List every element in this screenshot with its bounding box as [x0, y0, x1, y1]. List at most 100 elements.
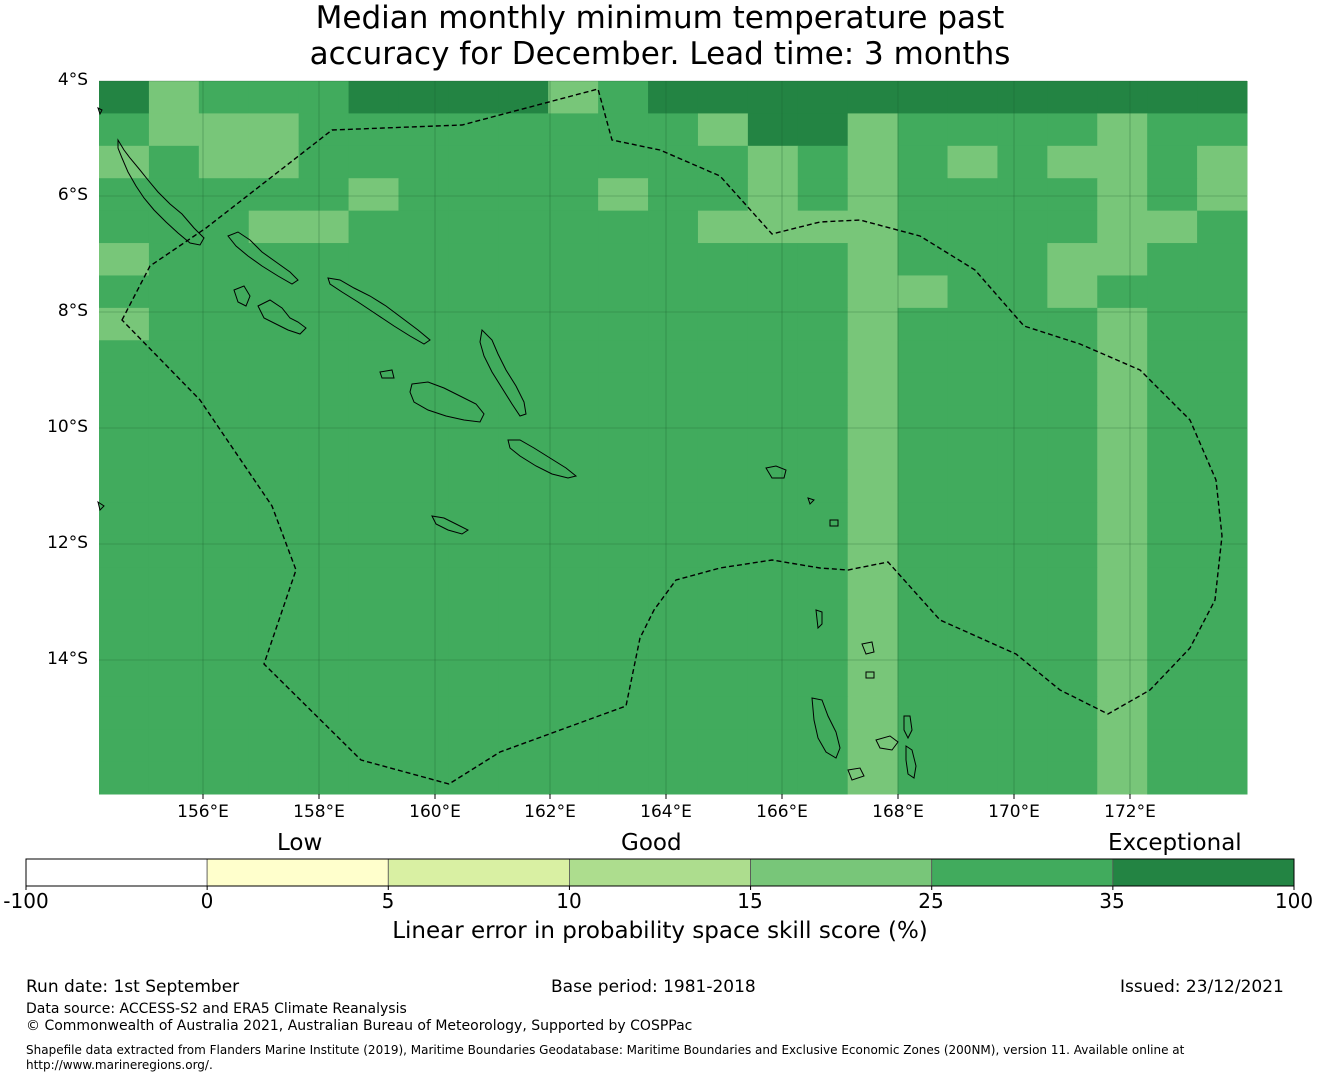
grid-cell: [498, 437, 549, 471]
grid-cell: [648, 340, 699, 374]
grid-cell: [348, 631, 399, 665]
grid-cell: [648, 307, 699, 341]
grid-cell: [1197, 761, 1248, 795]
grid-cell: [947, 210, 998, 244]
grid-cell: [99, 178, 150, 212]
grid-cell: [1097, 696, 1148, 730]
grid-cell: [1047, 340, 1098, 374]
grid-cell: [847, 275, 899, 309]
coastline-santa-isabel: [327, 277, 431, 345]
grid-cell: [747, 81, 799, 114]
grid-cell: [99, 599, 150, 633]
grid-cell: [398, 664, 449, 698]
lon-label: 162°E: [524, 802, 576, 822]
grid-cell: [99, 405, 150, 438]
colorbar: [25, 858, 1295, 890]
grid-cell: [548, 599, 599, 633]
grid-cell: [1197, 534, 1248, 568]
grid-cell: [99, 534, 150, 568]
grid-cell: [697, 599, 749, 633]
grid-cell: [1197, 243, 1248, 276]
grid-cell: [598, 340, 649, 374]
grid-cell: [797, 243, 849, 276]
grid-cell: [1197, 437, 1248, 471]
grid-cell: [847, 729, 899, 763]
grid-cell: [548, 631, 599, 665]
grid-cell: [947, 761, 998, 795]
grid-cell: [1147, 599, 1198, 633]
grid-cell: [248, 210, 300, 244]
grid-cell: [897, 534, 949, 568]
grid-cell: [1047, 178, 1098, 212]
map-gridlines: [99, 80, 1247, 799]
grid-cell: [997, 469, 1048, 503]
grid-cell: [448, 437, 499, 471]
grid-cell: [897, 340, 949, 374]
coastline-new-georgia: [257, 299, 307, 335]
grid-cell: [947, 729, 998, 763]
grid-cell: [498, 696, 549, 730]
grid-cell: [1047, 599, 1098, 633]
shapefile-credit-line-1: Shapefile data extracted from Flanders M…: [26, 1043, 1185, 1057]
grid-cell: [1197, 469, 1248, 503]
title-line-2: accuracy for December. Lead time: 3 mont…: [309, 36, 1011, 72]
grid-cell: [198, 405, 250, 438]
grid-cell: [248, 729, 300, 763]
grid-cell: [298, 307, 350, 341]
grid-cell: [997, 567, 1048, 601]
grid-cell: [1097, 599, 1148, 633]
grid-cell: [997, 502, 1048, 536]
grid-cell: [99, 210, 150, 244]
grid-cell: [747, 178, 799, 212]
grid-cell: [298, 340, 350, 374]
grid-cell: [1147, 81, 1198, 114]
colorbar-segment: [750, 858, 933, 887]
grid-cell: [747, 502, 799, 536]
colorbar-label: Linear error in probability space skill …: [392, 918, 928, 944]
grid-cell: [198, 243, 250, 276]
grid-cell: [498, 631, 549, 665]
grid-cell: [99, 275, 150, 309]
grid-cell: [548, 534, 599, 568]
grid-cell: [1147, 178, 1198, 212]
colorbar-word-low: Low: [277, 830, 323, 856]
grid-cell: [598, 664, 649, 698]
grid-cell: [897, 631, 949, 665]
grid-cell: [1197, 81, 1248, 114]
grid-cell: [598, 599, 649, 633]
coastline-guadalcanal: [409, 381, 485, 423]
grid-cell: [947, 243, 998, 276]
grid-cell: [847, 599, 899, 633]
grid-cell: [448, 761, 499, 795]
grid-cell: [697, 307, 749, 341]
grid-cell: [947, 696, 998, 730]
grid-cell: [448, 469, 499, 503]
grid-cell: [1097, 372, 1148, 406]
grid-cell: [498, 145, 549, 179]
colorbar-border: [25, 858, 1295, 887]
grid-cell: [847, 210, 899, 244]
grid-cell: [897, 696, 949, 730]
grid-cell: [99, 567, 150, 601]
grid-cell: [148, 631, 200, 665]
colorbar-segment: [206, 858, 389, 887]
grid-cell: [148, 113, 200, 147]
grid-cell: [747, 567, 799, 601]
colorbar-segment: [569, 858, 751, 887]
grid-cell: [1197, 178, 1248, 212]
grid-cell: [348, 437, 399, 471]
grid-cell: [1047, 696, 1098, 730]
grid-cell: [398, 502, 449, 536]
grid-cell: [448, 534, 499, 568]
grid-cell: [548, 145, 599, 179]
grid-cell: [797, 145, 849, 179]
grid-cell: [797, 631, 849, 665]
grid-cell: [99, 437, 150, 471]
grid-cell: [847, 502, 899, 536]
title-line-1: Median monthly minimum temperature past: [315, 0, 1005, 36]
lat-label: 6°S: [57, 185, 88, 205]
grid-cell: [348, 275, 399, 309]
grid-cell: [198, 81, 250, 114]
grid-cell: [148, 145, 200, 179]
grid-cell: [298, 631, 350, 665]
